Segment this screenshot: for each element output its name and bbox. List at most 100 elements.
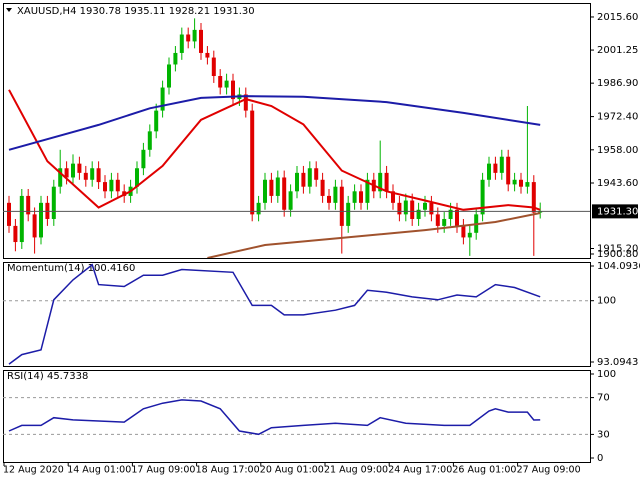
candle-body <box>487 163 491 180</box>
candle-body <box>397 202 402 215</box>
menu-arrow <box>6 8 12 12</box>
candle-body <box>391 191 395 203</box>
candle-body <box>135 168 139 187</box>
candle-body <box>192 29 197 42</box>
candle-body <box>403 200 408 215</box>
indicator-line <box>8 399 541 436</box>
candle-body <box>512 179 517 185</box>
indicator-line <box>8 95 541 151</box>
candle-body <box>493 163 498 173</box>
candle-body <box>288 191 293 210</box>
indicator-line <box>8 89 541 211</box>
candle-body <box>333 186 338 203</box>
candle-body <box>26 195 31 215</box>
candle-body <box>320 179 325 196</box>
y-tick-label: 1915.20 <box>597 243 638 254</box>
y-tick-label: 1900.80 <box>597 249 638 260</box>
candle-body <box>295 172 299 192</box>
open-label: 1930.78 <box>80 6 121 17</box>
candle-body <box>147 131 152 150</box>
candle-body <box>263 179 267 203</box>
candle-body <box>442 218 447 226</box>
candle-body <box>480 179 485 215</box>
x-tick-label: 26 Aug 01:00 <box>452 465 516 476</box>
x-tick-label: 17 Aug 09:00 <box>131 465 195 476</box>
candle-body <box>231 80 235 100</box>
chart-header: XAUUSD,H4 1930.78 1935.11 1928.21 1931.3… <box>17 6 255 17</box>
candle-body <box>96 168 101 183</box>
x-tick-label: 14 Aug 01:00 <box>67 465 131 476</box>
candle-body <box>141 149 146 169</box>
candle-body <box>519 179 523 187</box>
close-label: 1931.30 <box>213 6 254 17</box>
candle-body <box>77 163 82 173</box>
candle-body <box>199 29 203 53</box>
candle-body <box>448 209 453 219</box>
candle-body <box>327 195 331 203</box>
rsi-title: RSI(14) 45.7338 <box>7 371 88 382</box>
y-tick-label: 1958.00 <box>597 145 638 156</box>
x-tick-label: 24 Aug 17:00 <box>388 465 452 476</box>
y-tick-label: 1943.60 <box>597 178 638 189</box>
candle-body <box>314 168 319 180</box>
candle-body <box>211 57 216 77</box>
candle-body <box>346 202 351 226</box>
candle-body <box>179 34 184 53</box>
y-tick-label: 100 <box>597 369 616 380</box>
y-tick-label: 93.0943 <box>597 357 638 368</box>
momentum-panel <box>3 262 591 367</box>
x-tick-label: 12 Aug 2020 <box>3 465 64 476</box>
rsi-panel <box>3 370 591 463</box>
candle-body <box>499 156 504 173</box>
candle-body <box>461 225 466 238</box>
candle-body <box>154 110 159 132</box>
y-tick-label: 1972.40 <box>597 112 638 123</box>
candle-body <box>365 179 370 203</box>
high-label: 1935.11 <box>124 6 165 17</box>
candle-body <box>83 172 88 180</box>
symbol: XAUUSD,H4 <box>17 6 76 17</box>
candle-body <box>384 172 389 192</box>
momentum-title: Momentum(14) 100.4160 <box>7 263 135 274</box>
candle-body <box>173 52 178 65</box>
y-tick-label: 30 <box>597 429 610 440</box>
x-tick-label: 20 Aug 01:00 <box>260 465 324 476</box>
candle-body <box>243 94 248 111</box>
candle-body <box>531 182 536 213</box>
candle-body <box>269 179 274 196</box>
y-tick-label: 2001.25 <box>597 45 638 56</box>
candle-body <box>32 214 37 238</box>
candle-body <box>538 211 543 213</box>
candle-body <box>115 179 120 192</box>
candle-body <box>525 182 530 187</box>
main-panel <box>3 3 591 259</box>
candle-body <box>39 202 43 238</box>
candle-body <box>58 168 63 187</box>
y-tick-label: 1986.90 <box>597 78 638 89</box>
candle-body <box>416 209 421 219</box>
candle-body <box>410 200 415 219</box>
y-tick-label: 104.0936 <box>597 261 640 272</box>
candle-body <box>429 202 434 215</box>
candle-body <box>423 202 427 210</box>
candle-body <box>506 156 511 185</box>
candle-body <box>205 52 210 58</box>
candle-body <box>301 172 306 187</box>
candle-body <box>339 186 344 226</box>
candle-body <box>250 110 255 215</box>
y-tick-label: 70 <box>597 393 610 404</box>
x-tick-label: 27 Aug 09:00 <box>517 465 581 476</box>
candle-body <box>109 179 114 192</box>
candle-body <box>435 214 440 226</box>
candle-body <box>64 168 69 178</box>
candle-body <box>455 209 459 226</box>
candle-body <box>256 202 261 215</box>
y-tick-label: 0 <box>597 453 603 464</box>
candle-body <box>167 64 171 88</box>
current-price-box <box>592 204 638 219</box>
y-tick-label: 2015.60 <box>597 12 638 23</box>
plot-area <box>3 397 590 436</box>
candle-body <box>51 186 56 219</box>
candle-body <box>90 168 95 180</box>
